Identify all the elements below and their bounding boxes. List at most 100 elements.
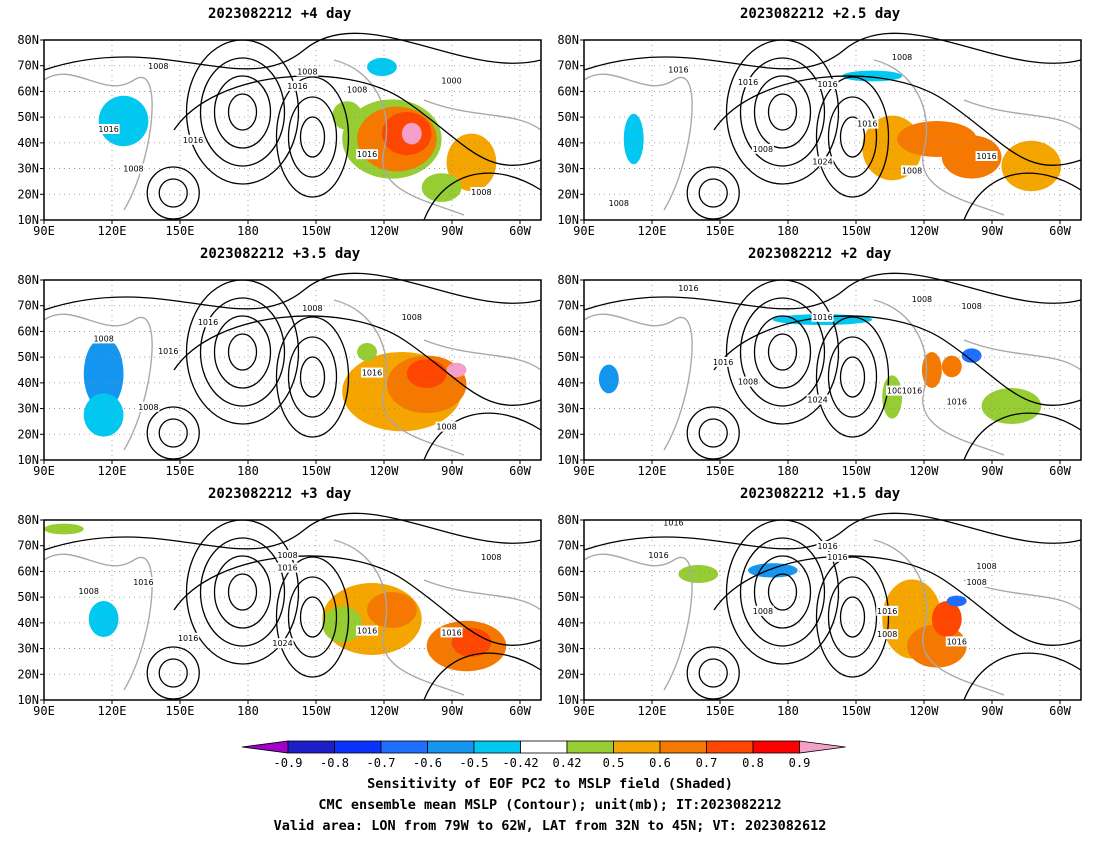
isobar-contour [146, 166, 200, 220]
isobar-contour [827, 96, 878, 178]
isobar-label-bg [346, 84, 369, 95]
isobar-contour [275, 316, 350, 438]
lon-tick-label: 180 [777, 464, 799, 478]
isobar-label: 1008 [877, 630, 897, 639]
sensitivity-shading [357, 343, 377, 361]
isobar-contour [583, 272, 1082, 311]
isobar-label-bg [901, 385, 924, 396]
lon-tick-label: 60W [1049, 704, 1071, 718]
isobar-contour [753, 315, 812, 389]
isobar-label: 1016 [902, 387, 922, 396]
isobar-label: 1016 [158, 347, 178, 356]
isobar-label-bg [137, 401, 160, 412]
isobar-contour [686, 406, 740, 460]
lon-tick-label: 150E [706, 464, 735, 478]
lon-tick-label: 120W [910, 704, 940, 718]
caption-line-1: Sensitivity of EOF PC2 to MSLP field (Sh… [367, 776, 733, 792]
isobar-contour [199, 57, 286, 167]
lat-tick-label: 20N [557, 667, 579, 681]
colorbar-label: 0.8 [742, 756, 764, 770]
isobar-label-bg [677, 283, 700, 293]
colorbar-label: -0.5 [460, 756, 489, 770]
isobar-contour [213, 75, 272, 149]
isobar-contour [213, 315, 272, 389]
isobar-label-bg [97, 124, 120, 134]
lon-tick-label: 90W [981, 464, 1003, 478]
isobar-label: 1016 [277, 564, 297, 573]
lon-tick-label: 120W [910, 224, 940, 238]
lat-tick-label: 70N [17, 539, 39, 553]
lat-tick-label: 50N [17, 590, 39, 604]
lat-tick-label: 40N [557, 616, 579, 630]
lat-tick-label: 70N [17, 59, 39, 73]
isobar-label-bg [271, 638, 294, 649]
isobar-contour [43, 272, 542, 311]
lat-tick-label: 20N [17, 187, 39, 201]
isobar-label: 1008 [277, 551, 297, 560]
isobar-label-bg [197, 317, 220, 328]
lat-tick-label: 80N [557, 273, 579, 287]
coastline [583, 313, 693, 451]
lat-tick-label: 20N [557, 187, 579, 201]
map-panel-2: 1016 1016 1016 1008 1016 1008 1024 1016 1008 1008… [557, 32, 1082, 238]
colorbar-box [706, 740, 754, 754]
isobar-label: 1008 [961, 302, 981, 311]
map-frame [583, 519, 1082, 701]
isobar-label: 1008 [436, 423, 456, 432]
sensitivity-shading [946, 595, 967, 607]
isobar-label: 1008 [123, 165, 143, 174]
isobar-contour [158, 658, 188, 688]
isobar-label: 1008 [93, 334, 113, 343]
lat-tick-label: 10N [557, 453, 579, 467]
isobar-label-bg [667, 64, 690, 75]
isobar-contour [287, 336, 338, 418]
lat-tick-label: 40N [17, 616, 39, 630]
lon-tick-label: 60W [1049, 224, 1071, 238]
isobar-label-bg [361, 367, 384, 378]
isobar-label-bg [886, 385, 909, 396]
colorbar-box [473, 740, 521, 754]
colorbar-label: -0.42 [502, 756, 538, 770]
sensitivity-shading [941, 135, 1002, 179]
isobar-label: 1016 [183, 136, 203, 145]
sensitivity-shading [401, 122, 422, 145]
isobar-contour [158, 178, 188, 208]
isobar-contour [43, 512, 542, 551]
lat-tick-label: 80N [557, 513, 579, 527]
lat-tick-label: 60N [557, 84, 579, 98]
lat-tick-label: 80N [17, 33, 39, 47]
isobar-label-bg [876, 605, 899, 616]
isobar-label-bg [480, 551, 503, 562]
panel-title-5: 2023082212 +3 day [208, 486, 352, 502]
isobar-label: 1016 [947, 397, 967, 406]
isobar-contour [199, 537, 286, 647]
lon-tick-label: 90E [573, 464, 595, 478]
isobar-label-bg [276, 562, 299, 573]
sensitivity-shading [941, 355, 962, 378]
panel-title-1: 2023082212 +4 day [208, 6, 352, 22]
isobar-contour [767, 93, 798, 131]
isobar-contour [815, 76, 890, 198]
lat-tick-label: 30N [17, 162, 39, 176]
isobar-label: 1016 [133, 578, 153, 587]
isobar-contour [753, 555, 812, 629]
isobar-label: 1016 [441, 628, 461, 637]
lon-tick-label: 120E [638, 704, 667, 718]
isobar-label: 1016 [738, 78, 758, 87]
lat-tick-label: 10N [17, 453, 39, 467]
isobar-contour [275, 556, 350, 678]
isobar-label: 1016 [812, 313, 832, 322]
isobar-label-bg [662, 517, 685, 528]
isobar-contour [839, 116, 866, 158]
sensitivity-shading [1001, 140, 1062, 192]
isobar-label: 1008 [738, 378, 758, 387]
isobar-label-bg [945, 396, 968, 407]
isobar-contour [299, 116, 326, 158]
isobar-contour [698, 178, 728, 208]
lon-tick-label: 120E [98, 704, 127, 718]
isobar-label-bg [901, 165, 924, 176]
isobar-contour [739, 57, 826, 167]
isobar-label: 1016 [817, 542, 837, 551]
isobar-contour [713, 75, 1082, 166]
isobar-label: 1008 [402, 313, 422, 322]
